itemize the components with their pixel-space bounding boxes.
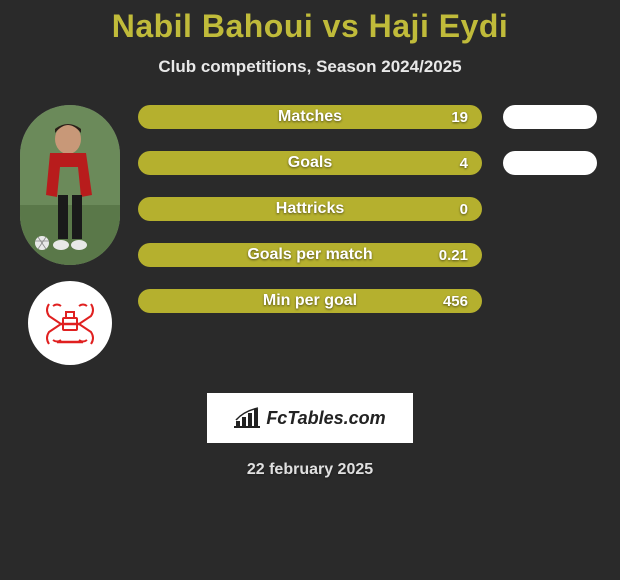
player-silhouette-icon xyxy=(20,105,120,265)
right-stat-pill xyxy=(503,151,597,175)
page-title: Nabil Bahoui vs Haji Eydi xyxy=(112,8,509,45)
right-player-column xyxy=(490,105,610,365)
stat-value: 19 xyxy=(451,109,468,126)
stat-label: Hattricks xyxy=(276,200,344,218)
stat-label: Goals per match xyxy=(247,246,372,264)
subtitle: Club competitions, Season 2024/2025 xyxy=(158,57,461,77)
brand-badge: FcTables.com xyxy=(207,393,413,443)
club-logo xyxy=(28,281,112,365)
stat-label: Goals xyxy=(288,154,332,172)
stat-bar-goals-per-match: Goals per match 0.21 xyxy=(138,243,482,267)
player-photo xyxy=(20,105,120,265)
date-text: 22 february 2025 xyxy=(247,461,373,479)
stats-area: Matches 19 Goals 4 Hattricks 0 Goals per… xyxy=(0,105,620,365)
stat-bar-goals: Goals 4 xyxy=(138,151,482,175)
stat-value: 0.21 xyxy=(439,247,468,264)
stat-bar-matches: Matches 19 xyxy=(138,105,482,129)
stat-label: Matches xyxy=(278,108,342,126)
right-stat-pill xyxy=(503,105,597,129)
stat-bar-hattricks: Hattricks 0 xyxy=(138,197,482,221)
stat-value: 0 xyxy=(460,201,468,218)
stat-value: 4 xyxy=(460,155,468,172)
footer: FcTables.com 22 february 2025 xyxy=(207,393,413,479)
chart-bars-icon xyxy=(234,407,260,429)
stat-value: 456 xyxy=(443,293,468,310)
brand-text: FcTables.com xyxy=(266,408,385,429)
comparison-infographic: Nabil Bahoui vs Haji Eydi Club competiti… xyxy=(0,0,620,580)
stat-label: Min per goal xyxy=(263,292,357,310)
left-player-column xyxy=(10,105,130,365)
club-crest-icon xyxy=(39,298,101,348)
stat-bar-min-per-goal: Min per goal 456 xyxy=(138,289,482,313)
stat-bars-column: Matches 19 Goals 4 Hattricks 0 Goals per… xyxy=(130,105,490,365)
